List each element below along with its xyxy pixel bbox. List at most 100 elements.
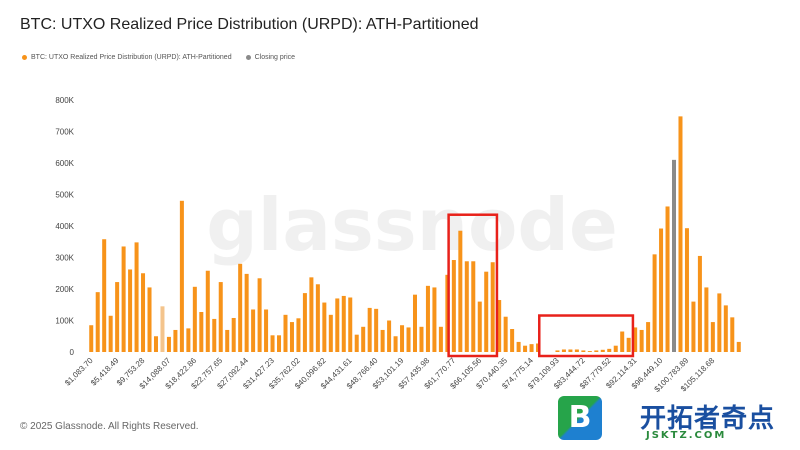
urpd-bar[interactable] [341, 295, 346, 352]
urpd-bar[interactable] [432, 287, 437, 352]
urpd-bar[interactable] [633, 327, 638, 352]
urpd-bar[interactable] [367, 307, 372, 352]
urpd-bar[interactable] [225, 329, 230, 352]
legend-item-closing-price[interactable]: Closing price [245, 54, 295, 61]
urpd-bar[interactable] [270, 335, 275, 352]
urpd-bar[interactable] [121, 246, 126, 352]
urpd-bar[interactable] [141, 273, 146, 352]
urpd-bar[interactable] [561, 349, 566, 352]
urpd-bar[interactable] [205, 270, 210, 352]
urpd-bar[interactable] [108, 315, 113, 352]
urpd-bar[interactable] [179, 200, 184, 352]
urpd-bar[interactable] [723, 305, 728, 352]
urpd-bar[interactable] [89, 325, 94, 352]
urpd-bar[interactable] [212, 318, 217, 352]
urpd-bar[interactable] [102, 239, 107, 352]
y-axis-labels: 0 100K 200K 300K 400K 500K 600K 700K 800K [55, 96, 74, 357]
urpd-bar[interactable] [568, 349, 573, 352]
urpd-bar[interactable] [380, 329, 385, 352]
urpd-bar[interactable] [115, 282, 120, 352]
urpd-bar[interactable] [613, 345, 618, 352]
urpd-bar[interactable] [238, 263, 243, 352]
urpd-bar[interactable] [471, 261, 476, 352]
urpd-bar[interactable] [717, 293, 722, 352]
urpd-bar[interactable] [264, 309, 269, 352]
urpd-bar[interactable] [348, 297, 353, 353]
urpd-bar[interactable] [503, 316, 508, 352]
urpd-bar[interactable] [523, 345, 528, 352]
urpd-bar[interactable] [581, 350, 586, 352]
urpd-bar[interactable] [153, 336, 158, 352]
urpd-bar[interactable] [477, 301, 482, 352]
urpd-bar[interactable] [199, 312, 204, 352]
urpd-bar[interactable] [451, 260, 456, 352]
urpd-bar[interactable] [309, 277, 314, 352]
urpd-bar[interactable] [289, 322, 294, 352]
urpd-bar[interactable] [361, 326, 366, 352]
urpd-bar[interactable] [594, 350, 599, 352]
urpd-bar[interactable] [419, 326, 424, 352]
urpd-bar[interactable] [283, 314, 288, 352]
urpd-bar[interactable] [587, 351, 592, 352]
urpd-bar[interactable] [646, 322, 651, 352]
legend-item-urpd[interactable]: BTC: UTXO Realized Price Distribution (U… [22, 54, 232, 61]
urpd-bar[interactable] [704, 287, 709, 352]
urpd-bar[interactable] [497, 300, 502, 352]
urpd-bar[interactable] [296, 318, 301, 352]
urpd-bar[interactable] [639, 329, 644, 352]
urpd-bar[interactable] [173, 329, 178, 352]
urpd-bar[interactable] [652, 254, 657, 352]
urpd-bar[interactable] [626, 337, 631, 352]
urpd-bar[interactable] [95, 292, 100, 352]
urpd-bar[interactable] [192, 286, 197, 352]
urpd-bar[interactable] [147, 287, 152, 352]
urpd-bar[interactable] [684, 228, 689, 352]
urpd-bar[interactable] [186, 328, 191, 353]
urpd-bar[interactable] [387, 320, 392, 353]
urpd-bar[interactable] [231, 317, 236, 352]
urpd-bar[interactable] [251, 309, 256, 352]
urpd-bar[interactable] [555, 350, 560, 352]
urpd-bar[interactable] [244, 273, 249, 352]
urpd-bar[interactable] [607, 348, 612, 352]
urpd-bar[interactable] [406, 327, 411, 352]
urpd-bar[interactable] [458, 230, 463, 352]
urpd-bar[interactable] [335, 298, 340, 352]
urpd-bar[interactable] [393, 336, 398, 352]
urpd-bar[interactable] [736, 341, 741, 352]
urpd-bar[interactable] [218, 282, 223, 352]
urpd-bar[interactable] [134, 242, 139, 352]
urpd-bar[interactable] [354, 334, 359, 352]
urpd-bar[interactable] [464, 261, 469, 352]
urpd-bar[interactable] [484, 271, 489, 352]
urpd-bar[interactable] [516, 341, 521, 352]
urpd-bar[interactable] [691, 301, 696, 352]
urpd-bar[interactable] [425, 285, 430, 352]
urpd-bar[interactable] [574, 349, 579, 352]
urpd-bar[interactable] [730, 317, 735, 352]
urpd-bar[interactable] [160, 306, 165, 352]
urpd-bar[interactable] [697, 255, 702, 352]
urpd-bar[interactable] [665, 206, 670, 352]
urpd-bar[interactable] [490, 262, 495, 352]
urpd-bar[interactable] [659, 228, 664, 352]
urpd-bar[interactable] [710, 322, 715, 352]
urpd-bar[interactable] [529, 344, 534, 353]
urpd-bar[interactable] [438, 326, 443, 352]
urpd-bar[interactable] [412, 294, 417, 352]
urpd-bar[interactable] [302, 293, 307, 352]
urpd-bar[interactable] [620, 331, 625, 352]
urpd-bar[interactable] [600, 349, 605, 352]
urpd-bar[interactable] [166, 336, 171, 352]
urpd-bar[interactable] [374, 308, 379, 352]
urpd-bar[interactable] [678, 116, 683, 352]
urpd-bar[interactable] [128, 269, 133, 352]
urpd-bar[interactable] [257, 278, 262, 352]
urpd-bar[interactable] [315, 284, 320, 352]
urpd-bar[interactable] [277, 335, 282, 352]
closing-price-bar[interactable] [672, 159, 677, 352]
urpd-bar[interactable] [400, 325, 405, 352]
urpd-bar[interactable] [510, 329, 515, 352]
urpd-bar[interactable] [328, 314, 333, 352]
urpd-bar[interactable] [322, 302, 327, 352]
